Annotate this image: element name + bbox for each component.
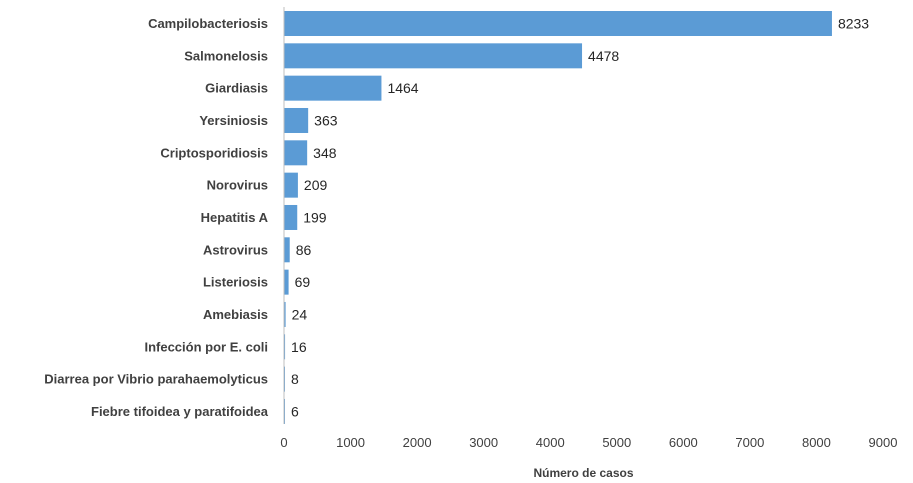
value-label: 199 [303,209,327,225]
x-tick-label: 0 [280,435,287,450]
x-axis-title: Número de casos [533,466,633,480]
category-label: Hepatitis A [201,210,269,225]
category-label: Criptosporidiosis [160,145,268,160]
category-label: Salmonelosis [184,48,268,63]
value-label: 363 [314,112,338,128]
value-label: 86 [296,242,312,258]
value-label: 8 [291,371,299,387]
x-tick-label: 6000 [669,435,698,450]
bar [284,301,286,327]
x-tick-label: 3000 [469,435,498,450]
x-tick-label: 8000 [802,435,831,450]
bar [284,11,832,36]
value-label: 4478 [588,48,619,64]
bar [284,43,583,69]
x-axis-ticks: 0 1000 2000 3000 4000 5000 6000 7000 8000 9000 [280,435,897,450]
category-label: Amebiasis [203,307,268,322]
bar [284,140,308,166]
value-label: 209 [304,177,328,193]
category-label: Norovirus [207,178,268,193]
value-label: 69 [295,274,311,290]
x-tick-label: 1000 [336,435,365,450]
bar [284,172,298,198]
category-label: Yersiniosis [199,113,268,128]
bar [284,75,382,101]
value-label: 8233 [838,16,869,32]
bar [284,237,290,263]
category-labels: Campilobacteriosis Salmonelosis Giardiasis… [44,16,268,419]
value-label: 16 [291,339,307,355]
value-label: 348 [313,145,337,161]
x-tick-label: 7000 [735,435,764,450]
bars [284,11,832,424]
x-tick-label: 5000 [602,435,631,450]
x-tick-label: 9000 [869,435,898,450]
category-label: Diarrea por Vibrio parahaemolyticus [44,372,268,387]
value-label: 6 [291,403,299,419]
bar [284,107,309,133]
category-label: Campilobacteriosis [148,16,268,31]
category-label: Infección por E. coli [144,339,268,354]
bar [284,269,289,295]
category-label: Listeriosis [203,275,268,290]
category-label: Astrovirus [203,242,268,257]
x-tick-label: 2000 [403,435,432,450]
category-label: Giardiasis [205,81,268,96]
bar [284,334,286,360]
category-label: Fiebre tifoidea y paratifoidea [91,404,269,419]
bar [284,204,298,230]
value-label: 24 [292,306,308,322]
value-label: 1464 [387,80,418,96]
x-tick-label: 4000 [536,435,565,450]
